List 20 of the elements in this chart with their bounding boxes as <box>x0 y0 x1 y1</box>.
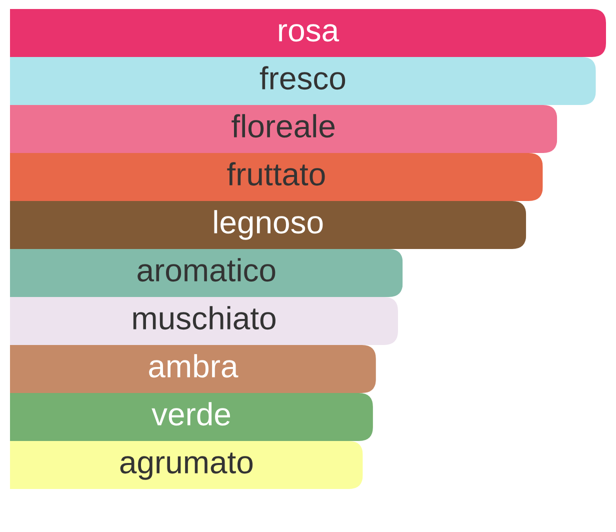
y-tick-label: floreale <box>232 114 335 138</box>
bar <box>10 393 373 441</box>
y-tick-label: rosa <box>279 24 340 42</box>
y-tick-label: aromatico <box>138 258 276 282</box>
y-tick-label: legnoso <box>214 210 323 240</box>
bar <box>10 297 398 345</box>
y-tick-label: verde <box>152 402 230 426</box>
bar <box>10 249 403 297</box>
y-tick-label: muschiato <box>133 306 276 330</box>
y-tick-label: fruttato <box>227 162 325 186</box>
y-tick-label: fresco <box>260 66 346 90</box>
bar <box>10 153 543 201</box>
y-tick-label: ambra <box>149 354 238 378</box>
bar <box>10 105 558 153</box>
bar <box>10 345 376 393</box>
bar <box>10 9 606 57</box>
y-tick-label: agrumato <box>120 452 253 480</box>
bar <box>10 441 363 489</box>
bar <box>10 57 596 105</box>
bar <box>10 201 526 249</box>
